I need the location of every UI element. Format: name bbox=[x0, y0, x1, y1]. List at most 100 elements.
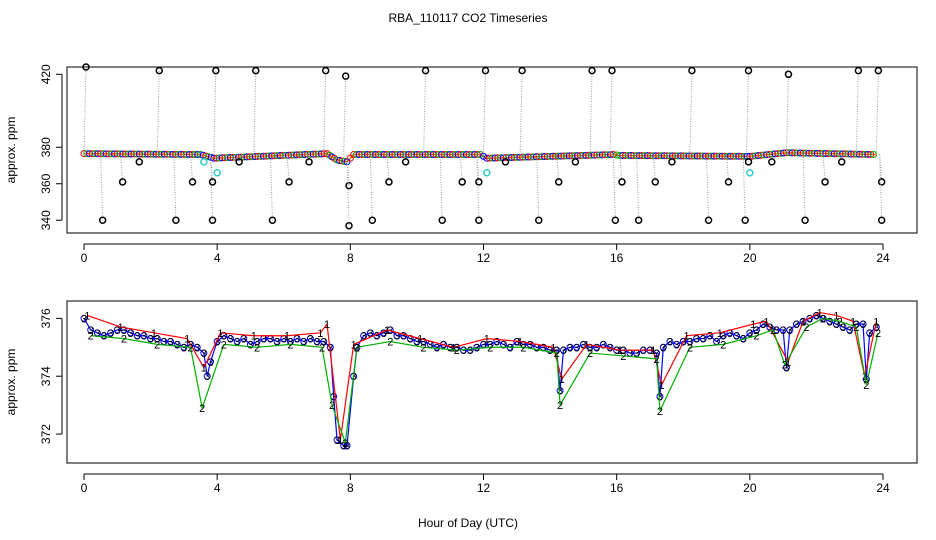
channel-3-point bbox=[779, 326, 787, 334]
raw-spike-point bbox=[611, 216, 620, 224]
channel-2-label: 2 bbox=[587, 348, 593, 360]
channel-3-point bbox=[300, 338, 308, 345]
channel-3-label: 3 bbox=[657, 391, 663, 403]
raw-spike-connector bbox=[120, 154, 124, 182]
channel-3-point bbox=[413, 338, 421, 345]
channel-3-label: 3 bbox=[94, 328, 100, 340]
raw-spike-point bbox=[608, 66, 616, 75]
channel-1-label: 1 bbox=[617, 345, 623, 357]
channel-2-label: 2 bbox=[421, 342, 427, 354]
channel-3-point bbox=[153, 335, 161, 343]
raw-spike-point bbox=[874, 66, 883, 75]
raw-spike-point bbox=[155, 66, 163, 75]
channel-1-label: 1 bbox=[151, 328, 157, 340]
channel-2-label: 2 bbox=[770, 325, 776, 337]
channel-3-label: 3 bbox=[594, 342, 600, 354]
channel-3-label: 3 bbox=[447, 342, 453, 354]
channel-2-label: 2 bbox=[88, 331, 94, 343]
channel-3-label: 3 bbox=[114, 325, 120, 337]
channel-2-label: 2 bbox=[154, 339, 160, 351]
raw-spike-connector bbox=[476, 154, 480, 221]
channel-3-label: 3 bbox=[221, 331, 227, 343]
cal-point bbox=[213, 169, 221, 177]
raw-spike-connector bbox=[173, 154, 177, 221]
channel-3-point bbox=[679, 338, 687, 345]
cal-point bbox=[483, 169, 491, 177]
channel-1-label: 1 bbox=[659, 380, 665, 392]
channel-3-point bbox=[293, 335, 301, 343]
channel-3-label: 3 bbox=[421, 337, 427, 349]
channel-3-point bbox=[133, 332, 141, 340]
channel-3-label: 3 bbox=[867, 328, 873, 340]
raw-spike-connector bbox=[343, 76, 347, 155]
cal-point bbox=[200, 158, 208, 166]
channel-3-label: 3 bbox=[381, 328, 387, 340]
raw-spike-connector bbox=[652, 154, 656, 182]
raw-spike-connector bbox=[156, 70, 160, 155]
channel-3-point bbox=[80, 314, 88, 322]
channel-3-point bbox=[656, 392, 664, 400]
raw-spike-point bbox=[651, 178, 660, 186]
channel-3-point bbox=[240, 335, 248, 343]
channel-3-label: 3 bbox=[847, 325, 853, 337]
channel-3-label: 3 bbox=[367, 328, 373, 340]
raw-spike-point bbox=[877, 178, 886, 186]
raw-spike-connector bbox=[483, 70, 486, 155]
channel-3-label: 3 bbox=[174, 339, 180, 351]
raw-spike-connector bbox=[439, 154, 443, 221]
channel-3-label: 3 bbox=[287, 337, 293, 349]
raw-spike-point bbox=[475, 216, 483, 224]
channel-2-label: 2 bbox=[287, 339, 293, 351]
raw-spike-connector bbox=[536, 154, 540, 221]
channel-3-label: 3 bbox=[520, 339, 526, 351]
channel-3-label: 3 bbox=[294, 334, 300, 346]
channel-3-point bbox=[859, 320, 867, 328]
channel-3-point bbox=[113, 326, 121, 334]
channel-3-label: 3 bbox=[614, 345, 620, 357]
raw-spike-point bbox=[82, 63, 90, 71]
channel-3-label: 3 bbox=[600, 339, 606, 351]
raw-spike-connector bbox=[346, 154, 350, 226]
channel-2-label: 2 bbox=[837, 316, 843, 328]
raw-spike-point bbox=[744, 158, 753, 166]
channel-3-point bbox=[226, 335, 234, 343]
channel-3-label: 3 bbox=[301, 337, 307, 349]
channel-3-label: 3 bbox=[634, 348, 640, 360]
channel-3-point bbox=[473, 343, 481, 351]
channel-2-label: 2 bbox=[520, 342, 526, 354]
channel-3-label: 3 bbox=[108, 328, 114, 340]
channel-3-label: 3 bbox=[514, 337, 520, 349]
channel-3-label: 3 bbox=[733, 331, 739, 343]
channel-3-point bbox=[866, 329, 874, 337]
channel-3-label: 3 bbox=[863, 374, 869, 386]
channel-2-label: 2 bbox=[487, 342, 493, 354]
channel-1-label: 1 bbox=[417, 334, 423, 346]
channel-3-label: 3 bbox=[88, 325, 94, 337]
channel-3-label: 3 bbox=[261, 334, 267, 346]
channel-3-label: 3 bbox=[587, 342, 593, 354]
channel-1-label: 1 bbox=[817, 308, 823, 320]
channel-3-point bbox=[573, 343, 581, 351]
x-tick-label: 12 bbox=[477, 481, 491, 495]
channel-1-label: 1 bbox=[717, 328, 723, 340]
raw-spike-point bbox=[212, 66, 220, 75]
channel-3-label: 3 bbox=[214, 337, 220, 349]
channel-1-label: 1 bbox=[217, 328, 223, 340]
channel-1-label: 1 bbox=[201, 363, 207, 375]
raw-spike-connector bbox=[83, 66, 87, 155]
x-tick-label: 12 bbox=[477, 251, 491, 265]
raw-spike-point bbox=[571, 158, 580, 166]
raw-spike-connector bbox=[423, 70, 427, 155]
raw-spike-connector bbox=[855, 70, 859, 155]
channel-3-point bbox=[746, 329, 754, 337]
raw-spike-connector bbox=[785, 74, 789, 155]
raw-spike-connector bbox=[726, 154, 730, 182]
channel-3-label: 3 bbox=[654, 348, 660, 360]
channel-3-label: 3 bbox=[141, 331, 147, 343]
raw-spike-point bbox=[837, 158, 846, 166]
channel-2-label: 2 bbox=[782, 360, 788, 372]
channel-3-point bbox=[433, 343, 441, 351]
channel-3-label: 3 bbox=[557, 386, 563, 398]
channel-1-label: 1 bbox=[584, 339, 590, 351]
